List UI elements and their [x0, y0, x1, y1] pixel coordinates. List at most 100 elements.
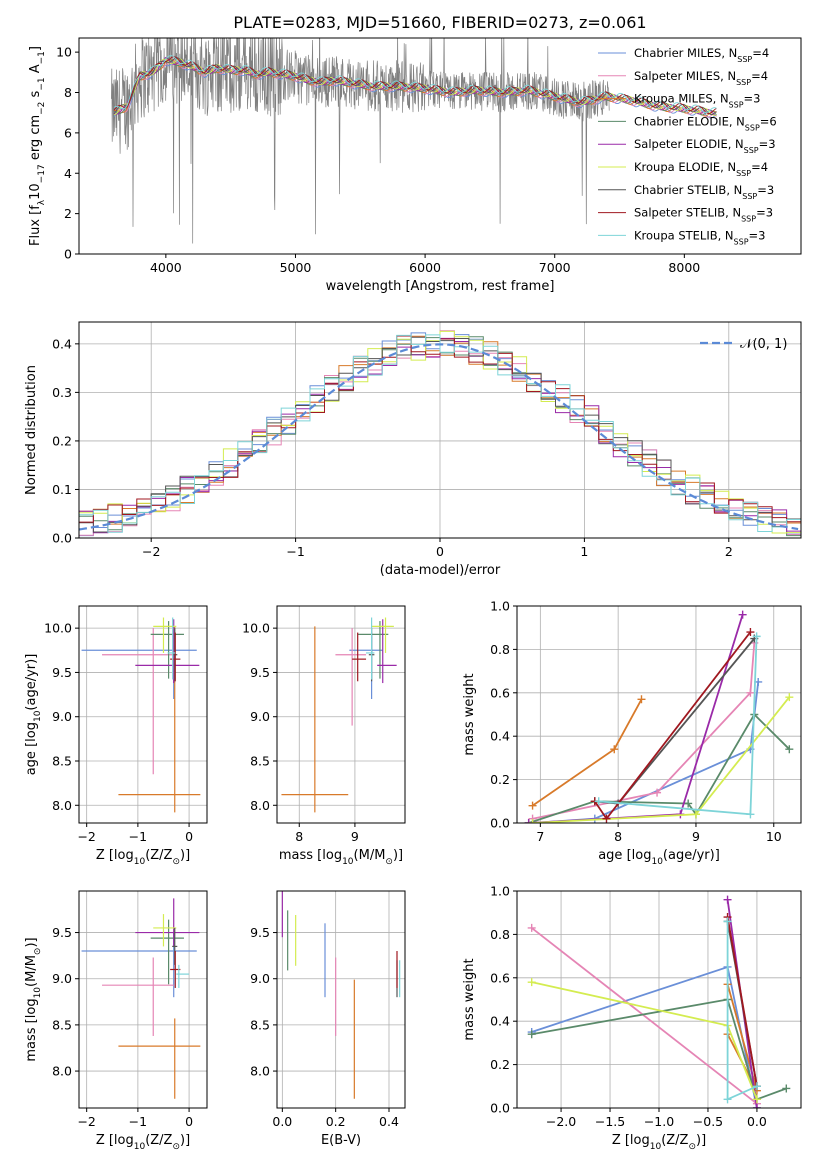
plot-area — [281, 891, 401, 1099]
y-axis-label: mass weight — [462, 958, 477, 1040]
errorbar-salpeter-stelib — [352, 632, 367, 682]
y-tick-label: 0.8 — [490, 642, 510, 657]
y-axis-label: Flux [fλ10−17 erg cm−2 s−1 A−1] — [28, 46, 47, 246]
panel-massweight_vs_Z: −2.0 −1.5 −1.0 −0.5 0.0 0.0 0.2 0.4 0.6 0.8 1.0 Z [… — [462, 884, 802, 1152]
x-tick-label: 0.2 — [326, 1114, 346, 1129]
y-tick-label: 9.5 — [250, 925, 270, 940]
x-axis-label: age [log10(age/yr)] — [598, 848, 720, 867]
y-tick-label: 0.4 — [52, 336, 72, 351]
legend-label: Chabrier STELIB, NSSP=3 — [634, 183, 774, 201]
y-tick-label: 8.5 — [52, 1017, 72, 1032]
x-tick-label: 0 — [185, 1114, 193, 1129]
x-tick-label: −1.5 — [595, 1114, 625, 1129]
y-tick-label: 0.0 — [490, 816, 510, 831]
series-salpeter-miles — [532, 642, 756, 820]
legend-label: Chabrier MILES, NSSP=4 — [634, 46, 769, 64]
y-tick-label: 9.5 — [250, 665, 270, 680]
y-tick-label: 8.5 — [250, 1017, 270, 1032]
x-tick-label: −2 — [142, 544, 160, 559]
plot-area — [527, 895, 791, 1108]
x-tick-label: 7000 — [539, 260, 571, 275]
errorbar-kroupa-stelib — [176, 964, 190, 988]
data-point — [524, 819, 533, 823]
data-point — [723, 917, 732, 926]
y-tick-label: 8.0 — [52, 1064, 72, 1079]
x-tick-label: −1.0 — [644, 1114, 674, 1129]
data-point — [752, 1104, 761, 1108]
data-point — [691, 810, 700, 819]
data-point — [746, 628, 755, 637]
y-tick-label: 2 — [64, 206, 72, 221]
data-point — [738, 610, 747, 619]
legend-label: Kroupa STELIB, NSSP=3 — [634, 228, 765, 246]
errorbar-chabrier-elodie — [150, 621, 184, 679]
data-point — [610, 745, 619, 754]
data-point — [785, 693, 794, 702]
observed-spectrum — [111, 38, 610, 244]
y-tick-label: 9.5 — [52, 665, 72, 680]
x-tick-label: 8 — [614, 829, 622, 844]
errorbar-chabrier-miles — [81, 932, 197, 998]
y-tick-label: 10 — [56, 45, 72, 60]
y-tick-label: 0.1 — [52, 482, 72, 497]
data-point — [527, 1030, 536, 1039]
errorbar-kroupa-stelib — [366, 617, 375, 680]
series-chabrier-elodie — [531, 998, 787, 1101]
plot-frame — [516, 605, 802, 824]
errorbar-kroupa-miles — [281, 626, 349, 813]
model-spectrum-kroupa-stelib — [113, 55, 717, 113]
data-point — [602, 814, 611, 823]
series-kroupa-miles — [532, 698, 643, 807]
x-tick-label: 0 — [436, 544, 444, 559]
errorbar-salpeter-elodie — [135, 619, 200, 684]
errorbar-salpeter-elodie — [377, 619, 397, 684]
errorbar-kroupa-miles — [118, 1018, 201, 1099]
series-chabrier-miles — [531, 965, 758, 1108]
errorbar-kroupa-elodie — [153, 914, 177, 947]
panel-mass_vs_Z: −2 −1 0 8.0 8.5 9.0 9.5 Z [log10(Z/Z⊙)] mass [lo… — [24, 890, 208, 1152]
panel-mass_vs_EBV: 0.0 0.2 0.4 8.0 8.5 9.0 9.5 E(B-V) — [250, 890, 406, 1148]
y-tick-label: 0.2 — [490, 1057, 510, 1072]
data-point — [527, 923, 536, 932]
x-axis-label: Z [log10(Z/Z⊙)] — [96, 1133, 190, 1152]
y-tick-label: 0.3 — [52, 385, 72, 400]
legend-label: Kroupa MILES, NSSP=3 — [634, 92, 760, 110]
y-tick-label: 0.8 — [490, 927, 510, 942]
errorbar-chabrier-elodie — [150, 919, 184, 985]
x-axis-label: mass [log10(M/M⊙)] — [279, 848, 403, 867]
data-point — [684, 799, 693, 808]
y-tick-label: 9.5 — [52, 925, 72, 940]
legend-label-gaussian: 𝒩(0, 1) — [740, 337, 787, 352]
plot-frame — [276, 890, 406, 1109]
data-point — [528, 819, 537, 823]
y-tick-label: 6 — [64, 125, 72, 140]
x-axis-label: Z [log10(Z/Z⊙)] — [96, 848, 190, 867]
y-tick-label: 8.5 — [250, 754, 270, 769]
x-tick-label: 10 — [766, 829, 782, 844]
y-tick-label: 0.4 — [490, 729, 510, 744]
x-tick-label: 4000 — [150, 260, 182, 275]
x-tick-label: 0.0 — [747, 1114, 767, 1129]
x-tick-label: 1 — [580, 544, 588, 559]
y-tick-label: 1.0 — [490, 884, 510, 899]
legend-label: Salpeter MILES, NSSP=4 — [634, 69, 768, 87]
data-point — [528, 801, 537, 810]
data-point — [746, 688, 755, 697]
x-tick-label: 0.4 — [379, 1114, 399, 1129]
plot-area — [81, 617, 201, 813]
plot-area — [81, 898, 201, 1099]
y-tick-label: 0.6 — [490, 970, 510, 985]
errorbar-salpeter-miles — [102, 957, 174, 1036]
data-point — [746, 810, 755, 819]
y-axis-label: Normed distribution — [24, 365, 39, 495]
errorbar-kroupa-elodie — [371, 617, 394, 653]
plot-frame — [516, 890, 802, 1109]
data-point — [723, 895, 732, 904]
series-salpeter-miles — [531, 927, 758, 1105]
errorbar-salpeter-elodie — [135, 898, 200, 947]
x-tick-label: 2 — [725, 544, 733, 559]
plot-frame — [78, 37, 802, 255]
y-tick-label: 9.0 — [250, 971, 270, 986]
series-salpeter-stelib — [726, 916, 758, 1087]
x-tick-label: 6000 — [409, 260, 441, 275]
